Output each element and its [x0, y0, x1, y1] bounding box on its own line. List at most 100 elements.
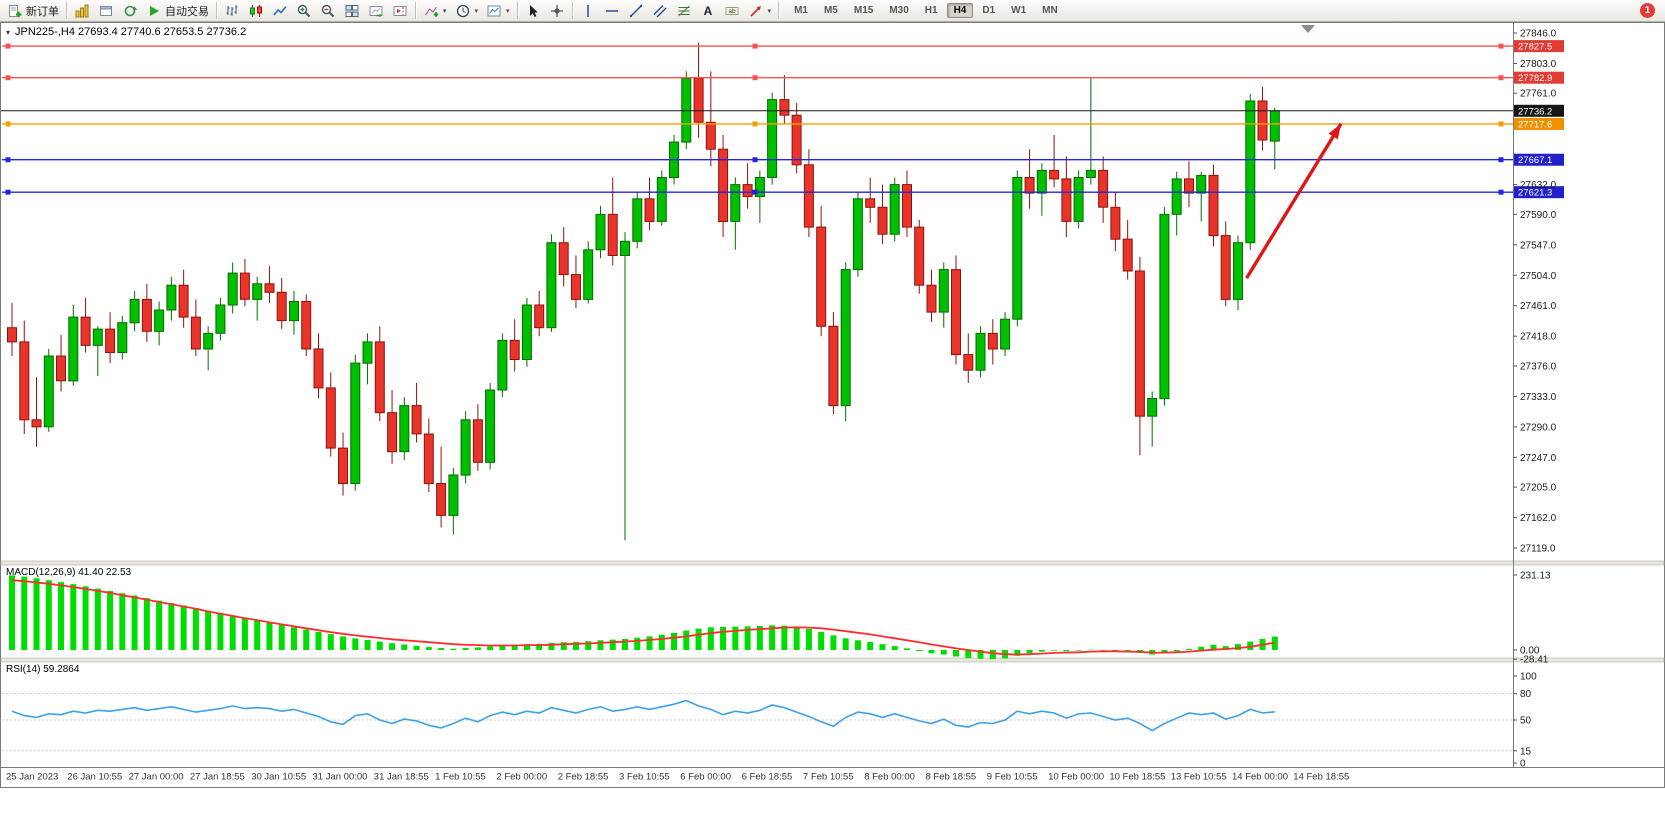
macd-signal-line [11, 579, 1275, 656]
timeframe-button-h4[interactable]: H4 [946, 3, 974, 18]
timeframe-button-m5[interactable]: M5 [823, 5, 838, 16]
text-label-tool-button[interactable]: ab [720, 0, 744, 21]
fibonacci-tool-button[interactable] [672, 0, 696, 21]
refresh-button[interactable] [118, 0, 142, 21]
hline-27782.9[interactable]: 27782.9 [2, 71, 1564, 85]
svg-text:27717.6: 27717.6 [1518, 119, 1552, 130]
timeframe-button-d1[interactable]: D1 [982, 5, 996, 16]
svg-text:27547.0: 27547.0 [1520, 240, 1557, 251]
arrow-head [1328, 123, 1341, 140]
timeframe-button-h1[interactable]: H1 [924, 5, 938, 16]
trend-arrow-annotation[interactable] [1245, 121, 1346, 279]
zoom-in-button[interactable] [292, 0, 316, 21]
svg-text:27761.0: 27761.0 [1520, 89, 1557, 100]
svg-text:27632.0: 27632.0 [1520, 180, 1557, 191]
chart-shift-marker[interactable] [1301, 25, 1315, 33]
svg-text:80: 80 [1520, 689, 1532, 700]
hline-27827.5[interactable]: 27827.5 [2, 40, 1564, 53]
timeframe-button-w1[interactable]: W1 [1011, 5, 1027, 16]
auto-scroll-icon [369, 5, 383, 17]
zoom-out-icon [321, 4, 335, 17]
svg-text:0.00: 0.00 [1520, 646, 1540, 657]
channel-tool-button[interactable] [648, 0, 672, 21]
hline-27667.1[interactable]: 27667.1 [2, 153, 1564, 167]
svg-text:27376.0: 27376.0 [1520, 361, 1557, 372]
candlestick-chart-button[interactable] [244, 0, 268, 21]
candlesticks [7, 42, 1280, 541]
notification-badge[interactable]: 1 [1640, 3, 1655, 18]
chevron-down-icon: ▾ [767, 7, 772, 15]
svg-text:27247.0: 27247.0 [1520, 453, 1557, 464]
hline-27717.6[interactable]: 27717.6 [2, 117, 1564, 131]
svg-text:-28.41: -28.41 [1520, 655, 1549, 666]
chart-shift-button[interactable] [388, 0, 412, 21]
timeframe-button-m1[interactable]: M1 [794, 5, 808, 16]
panel-separator-1[interactable] [0, 560, 1665, 566]
timeframe-button-m30[interactable]: M30 [889, 5, 909, 16]
line-chart-button[interactable] [268, 0, 292, 21]
arrows-tool-button[interactable]: ▾ [744, 0, 776, 21]
toolbar-separator [415, 2, 416, 19]
time-label: 14 Feb 00:00 [1232, 772, 1288, 783]
text-tool-button[interactable]: A [696, 0, 720, 21]
time-label: 13 Feb 10:55 [1171, 772, 1227, 783]
periods-button[interactable]: ▾ [451, 0, 483, 21]
hline-27621.3[interactable]: 27621.3 [2, 186, 1564, 199]
svg-text:27827.5: 27827.5 [1518, 42, 1552, 53]
trendline-tool-button[interactable] [624, 0, 648, 21]
auto-scroll-button[interactable] [364, 0, 388, 21]
time-label: 2 Feb 18:55 [558, 772, 609, 783]
text-label-icon: ab [725, 6, 739, 15]
svg-text:50: 50 [1520, 716, 1532, 727]
rsi-label: RSI(14) 59.2864 [6, 664, 80, 675]
svg-text:27205.0: 27205.0 [1520, 483, 1557, 494]
time-label: 6 Feb 00:00 [680, 772, 731, 783]
cursor-button[interactable] [521, 0, 545, 21]
svg-text:27418.0: 27418.0 [1520, 332, 1557, 343]
tile-windows-button[interactable] [340, 0, 364, 21]
data-window-button[interactable] [94, 0, 118, 21]
time-label: 26 Jan 10:55 [67, 772, 122, 783]
horizontal-line-icon [605, 9, 618, 12]
time-label: 9 Feb 10:55 [987, 772, 1038, 783]
svg-text:27290.0: 27290.0 [1520, 422, 1557, 433]
zoom-in-icon [297, 4, 311, 17]
clock-icon [456, 4, 469, 17]
templates-button[interactable]: ▾ [482, 0, 514, 21]
timeframe-button-mn[interactable]: MN [1042, 5, 1058, 16]
autotrading-button[interactable]: 自动交易 [142, 0, 213, 21]
candlestick-chart-icon [250, 4, 262, 17]
chart-canvas[interactable]: 27827.5 27782.9 27717.6 27667.1 27621.3 27736… [0, 22, 1665, 790]
new-order-icon [9, 4, 22, 17]
data-window-icon [100, 5, 112, 16]
macd-label: MACD(12,26,9) 41.40 22.53 [6, 567, 132, 578]
trendline-icon [629, 4, 642, 17]
timeframe-button-m15[interactable]: M15 [853, 5, 874, 16]
time-label: 31 Jan 18:55 [374, 772, 429, 783]
bar-chart-button[interactable] [220, 0, 244, 21]
vertical-line-icon [586, 4, 589, 17]
zoom-out-button[interactable] [316, 0, 340, 21]
svg-text:27782.9: 27782.9 [1518, 73, 1552, 84]
svg-text:ab: ab [728, 8, 736, 15]
svg-text:27621.3: 27621.3 [1518, 188, 1552, 199]
macd-panel [9, 575, 1278, 660]
panel-separator-2[interactable] [0, 657, 1665, 663]
crosshair-button[interactable] [545, 0, 569, 21]
indicators-button[interactable]: ▾ [419, 0, 451, 21]
svg-text:27736.2: 27736.2 [1518, 106, 1552, 117]
tile-windows-icon [345, 4, 359, 17]
toolbar: 新订单 自动交易 [0, 0, 1665, 22]
chart-collapse-icon[interactable]: ▾ [6, 27, 11, 37]
time-axis: 25 Jan 2023 26 Jan 10:55 27 Jan 00:00 27 Ja… [6, 772, 1349, 783]
horizontal-line-tool-button[interactable] [600, 0, 624, 21]
svg-text:A: A [703, 4, 712, 18]
vertical-line-tool-button[interactable] [576, 0, 600, 21]
new-order-button[interactable]: 新订单 [3, 0, 63, 21]
svg-text:231.13: 231.13 [1520, 570, 1551, 581]
crosshair-icon [550, 4, 563, 17]
chart-shift-icon [393, 5, 407, 16]
time-label: 8 Feb 18:55 [926, 772, 977, 783]
cursor-icon [529, 4, 538, 17]
market-watch-button[interactable] [70, 0, 94, 21]
